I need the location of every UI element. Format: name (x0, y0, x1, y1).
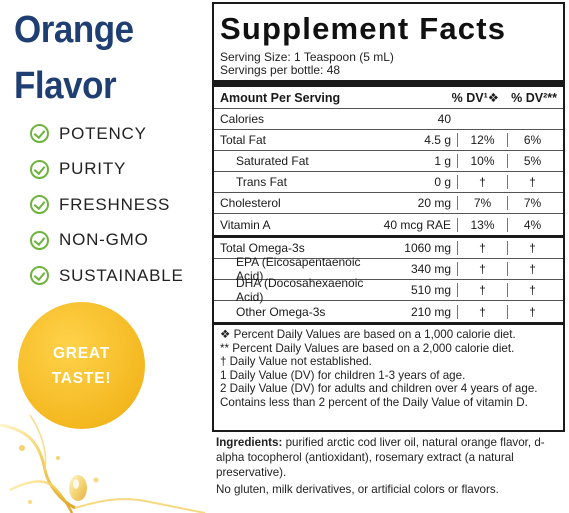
nutrient-name: DHA (Docosahexaenoic Acid) (236, 276, 364, 304)
great-taste-badge: GREAT TASTE! (18, 302, 145, 429)
claim-item: PURITY (30, 152, 184, 188)
claim-label: PURITY (59, 159, 127, 179)
nutrient-dv1: 13% (457, 217, 507, 232)
footnote-line: 2 Daily Value (DV) for adults and childr… (220, 382, 538, 396)
check-circle-icon (30, 124, 49, 144)
nutrient-row: Other Omega-3s 210 mg † † (214, 301, 563, 322)
nutrient-row: Saturated Fat 1 g 10% 5% (214, 151, 563, 172)
nutrient-dv2: 7% (507, 196, 557, 210)
nutrient-dv1: 7% (457, 196, 507, 210)
claim-item: NON-GMO (30, 223, 184, 259)
claims-list: POTENCY PURITY FRESHNESS NON-GMO SUSTAINABLE (30, 116, 184, 294)
amount-per-serving-label: Amount Per Serving (220, 90, 341, 105)
dv1-header: % DV¹❖ (451, 91, 499, 105)
nutrient-amount: 4.5 g (424, 133, 451, 147)
nutrient-dv2: 6% (507, 133, 557, 147)
free-from-statement: No gluten, milk derivatives, or artifici… (216, 483, 499, 497)
claim-label: FRESHNESS (59, 194, 171, 214)
nutrient-dv2: † (507, 304, 557, 319)
badge-line-2: TASTE! (51, 369, 112, 387)
nutrient-row: Cholesterol 20 mg 7% 7% (214, 193, 563, 214)
nutrient-row: Total Omega-3s 1060 mg † † (214, 238, 563, 259)
nutrient-name: Total Omega-3s (220, 241, 305, 255)
nutrient-name: Cholesterol (220, 196, 281, 210)
facts-header-row: Amount Per Serving % DV¹❖ % DV²** (214, 87, 563, 109)
claim-label: POTENCY (59, 123, 147, 143)
facts-title: Supplement Facts (220, 11, 507, 46)
footnote-line: 1 Daily Value (DV) for children 1-3 year… (220, 368, 466, 382)
nutrient-dv1: 10% (457, 154, 507, 168)
ingredients-label: Ingredients: (216, 436, 283, 449)
footnotes: ❖ Percent Daily Values are based on a 1,… (220, 325, 557, 410)
nutrient-amount: 210 mg (410, 304, 451, 319)
nutrient-dv1: † (457, 304, 507, 319)
nutrient-name: Calories (220, 112, 265, 126)
nutrient-rows: Calories 40 Total Fat 4.5 g 12% 6% Saturated F… (214, 109, 563, 235)
badge-line-1: GREAT (52, 344, 111, 362)
nutrient-amount: 40 mcg RAE (383, 217, 451, 232)
flavor-line-1: Orange (14, 9, 134, 51)
supplement-facts-panel: Supplement Facts Serving Size: 1 Teaspoo… (212, 2, 565, 432)
nutrient-dv2: 4% (507, 217, 557, 232)
nutrient-name: Saturated Fat (236, 154, 309, 168)
nutrient-row: Calories 40 (214, 109, 563, 130)
nutrient-amount: 0 g (434, 175, 451, 189)
claim-label: SUSTAINABLE (59, 265, 184, 285)
check-circle-icon (30, 159, 49, 179)
nutrient-row: EPA (Eicosapentaenoic Acid) 340 mg † † (214, 255, 563, 283)
nutrient-name: EPA (Eicosapentaenoic Acid) (236, 255, 361, 283)
footnote-line: Contains less than 2 percent of the Dail… (220, 395, 528, 409)
nutrient-amount: 1 g (434, 154, 451, 168)
oil-splash-icon (0, 414, 206, 513)
nutrient-dv2: 5% (507, 154, 557, 168)
nutrient-row: DHA (Docosahexaenoic Acid) 510 mg † † (214, 276, 563, 304)
nutrient-dv1: † (457, 262, 507, 276)
nutrient-amount: 1060 mg (404, 241, 451, 255)
nutrient-amount: 510 mg (410, 283, 451, 297)
ingredients-list: purified arctic cod liver oil, natural o… (216, 436, 545, 479)
claim-item: POTENCY (30, 116, 184, 152)
check-circle-icon (30, 266, 49, 286)
servings-per-bottle: Servings per bottle: 48 (220, 63, 341, 77)
footnote-line: ❖ Percent Daily Values are based on a 1,… (220, 328, 516, 341)
thick-divider (214, 80, 563, 87)
nutrient-amount: 40 (437, 112, 451, 126)
claim-label: NON-GMO (59, 230, 149, 250)
serving-size: Serving Size: 1 Teaspoon (5 mL) (220, 50, 394, 64)
nutrient-dv1: † (457, 283, 507, 297)
ingredients-section: Ingredients: purified arctic cod liver o… (216, 436, 566, 498)
medium-divider-2 (214, 322, 563, 325)
nutrient-dv2: † (507, 241, 557, 255)
omega-rows: Total Omega-3s 1060 mg † † EPA (Eicosapentae… (214, 238, 563, 322)
ingredients-text: Ingredients: purified arctic cod liver o… (216, 436, 566, 480)
flavor-line-2: Flavor (14, 65, 117, 107)
claim-item: SUSTAINABLE (30, 258, 184, 294)
footnote-line: ** Percent Daily Values are based on a 2… (220, 341, 515, 355)
nutrient-name: Trans Fat (236, 175, 287, 189)
nutrient-dv1: † (457, 175, 507, 189)
nutrient-row: Trans Fat 0 g † † (214, 172, 563, 193)
dv2-header: % DV²** (511, 90, 557, 105)
check-circle-icon (30, 230, 49, 250)
claim-item: FRESHNESS (30, 187, 184, 223)
nutrient-row: Vitamin A 40 mcg RAE 13% 4% (214, 214, 563, 235)
nutrient-row: Total Fat 4.5 g 12% 6% (214, 130, 563, 151)
flavor-heading: Orange Flavor (14, 2, 194, 114)
nutrient-dv1: 12% (457, 133, 507, 147)
medium-divider (214, 235, 563, 238)
nutrient-dv2: † (507, 283, 557, 297)
nutrient-amount: 340 mg (410, 262, 451, 276)
nutrient-dv2: † (507, 175, 557, 189)
nutrient-amount: 20 mg (417, 196, 451, 210)
check-circle-icon (30, 195, 49, 215)
nutrient-dv1: † (457, 241, 507, 255)
nutrient-dv2: † (507, 262, 557, 276)
footnote-line: † Daily Value not established. (220, 355, 372, 369)
nutrient-name: Total Fat (220, 133, 267, 147)
nutrient-name: Vitamin A (220, 217, 271, 232)
nutrient-name: Other Omega-3s (236, 304, 326, 319)
